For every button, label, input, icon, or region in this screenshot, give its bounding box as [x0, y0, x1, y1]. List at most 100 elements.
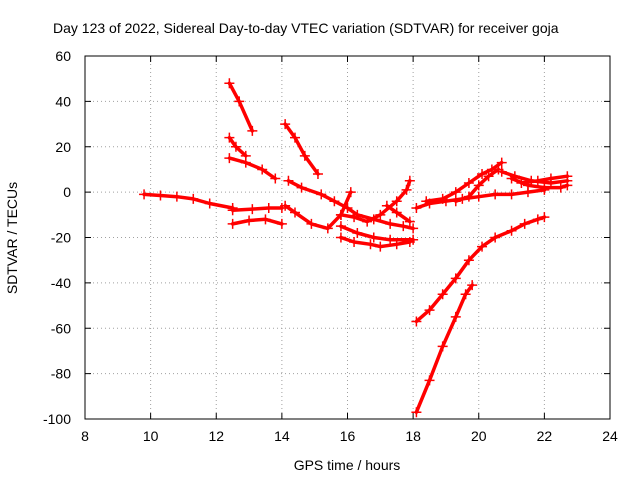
data-point	[335, 232, 346, 243]
x-tick-label: 10	[143, 428, 159, 444]
series-arc7	[280, 119, 323, 179]
data-point	[391, 239, 402, 250]
y-tick-label: -80	[51, 366, 71, 382]
data-point	[345, 187, 356, 198]
x-tick-label: 12	[208, 428, 224, 444]
y-tick-label: -100	[43, 411, 71, 427]
data-point	[257, 164, 268, 175]
x-tick-label: 18	[405, 428, 421, 444]
series-line	[283, 190, 353, 231]
data-point	[349, 237, 360, 248]
data-point	[362, 216, 373, 227]
data-point	[385, 218, 396, 229]
x-axis: 8 10 12 14 16 18 20 22 24	[81, 56, 618, 444]
data-point	[408, 223, 419, 234]
data-point	[375, 241, 386, 252]
data-point	[244, 215, 255, 226]
data-point	[306, 218, 317, 229]
data-point	[280, 119, 291, 130]
data-point	[450, 187, 461, 198]
data-point	[171, 191, 182, 202]
data-point	[155, 190, 166, 201]
y-axis-label: SDTVAR / TECUs	[4, 182, 20, 294]
data-point	[375, 209, 386, 220]
data-point	[391, 207, 402, 218]
y-tick-label: -20	[51, 230, 71, 246]
series-arc11	[335, 175, 415, 227]
data-point	[463, 178, 474, 189]
data-point	[477, 168, 488, 179]
data-point	[473, 191, 484, 202]
x-tick-label: 8	[81, 428, 89, 444]
data-point	[496, 157, 507, 168]
data-point	[437, 193, 448, 204]
series-line	[414, 215, 547, 324]
series-arc21	[516, 171, 573, 189]
data-point	[247, 204, 258, 215]
data-point	[404, 175, 415, 186]
grid	[85, 56, 610, 419]
data-point	[234, 96, 245, 107]
data-point	[467, 280, 478, 291]
series-line	[283, 122, 320, 176]
chart-title: Day 123 of 2022, Sidereal Day-to-day VTE…	[53, 20, 559, 36]
data-point	[411, 203, 422, 214]
series-line	[227, 156, 278, 181]
data-point	[290, 207, 300, 218]
data-point	[460, 289, 471, 300]
y-tick-label: 60	[55, 48, 71, 64]
data-point	[490, 189, 501, 200]
x-tick-label: 22	[537, 428, 553, 444]
x-tick-label: 20	[471, 428, 487, 444]
data-point	[450, 311, 461, 322]
series-arc6	[227, 214, 287, 229]
data-point	[283, 175, 294, 186]
x-tick-label: 24	[602, 428, 618, 444]
data-point	[401, 184, 412, 195]
data-point	[516, 178, 527, 189]
data-point	[398, 221, 409, 232]
data-point	[496, 166, 507, 177]
data-point	[477, 241, 488, 252]
data-point	[312, 168, 323, 179]
y-tick-label: -60	[51, 320, 71, 336]
data-point	[224, 78, 235, 89]
data-point	[240, 157, 251, 168]
y-tick-label: 0	[63, 184, 71, 200]
data-point	[335, 221, 346, 232]
data-point	[342, 203, 353, 214]
series-arc1	[139, 189, 238, 214]
data-point	[562, 171, 573, 182]
series-line	[230, 206, 284, 213]
data-point	[411, 316, 422, 327]
data-point	[299, 150, 310, 161]
data-point	[349, 212, 360, 223]
series-arc18	[450, 164, 504, 207]
data-point	[188, 193, 199, 204]
data-point	[381, 200, 392, 211]
series-line	[227, 81, 255, 133]
series-line	[230, 217, 284, 226]
data-point	[139, 189, 150, 200]
data-point	[450, 273, 461, 284]
series-arc4	[224, 153, 281, 184]
data-point	[404, 216, 415, 227]
series-arc15	[411, 212, 550, 327]
data-point	[391, 196, 402, 207]
data-point	[316, 189, 327, 200]
data-point	[280, 200, 291, 211]
data-series-group	[139, 78, 573, 418]
series-line	[286, 179, 415, 231]
data-point	[224, 132, 235, 143]
data-point	[329, 196, 340, 207]
y-tick-label: 20	[55, 139, 71, 155]
data-point	[204, 198, 215, 209]
data-point	[483, 171, 494, 182]
series-arc5	[227, 203, 287, 216]
data-point	[404, 237, 415, 248]
y-axis: -100 -80 -60 -40 -20 0 20 40 60	[43, 48, 610, 427]
series-arc2	[224, 78, 258, 136]
series-arc13	[381, 200, 415, 227]
x-axis-label: GPS time / hours	[294, 457, 401, 473]
